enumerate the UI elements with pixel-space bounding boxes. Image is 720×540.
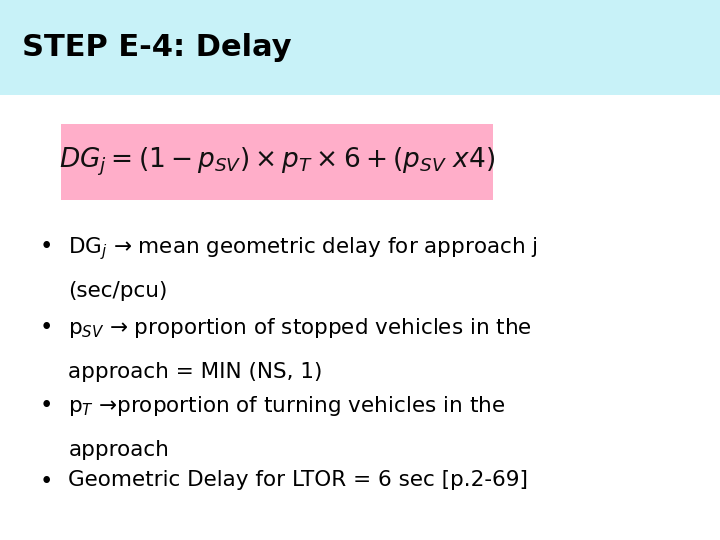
Text: approach: approach bbox=[68, 440, 169, 460]
Text: p$_{SV}$ → proportion of stopped vehicles in the: p$_{SV}$ → proportion of stopped vehicle… bbox=[68, 316, 532, 340]
Bar bbox=[61, 124, 493, 200]
Text: approach = MIN (NS, 1): approach = MIN (NS, 1) bbox=[68, 362, 323, 382]
Text: •: • bbox=[40, 235, 53, 258]
Text: DG$_j$ → mean geometric delay for approach j: DG$_j$ → mean geometric delay for approa… bbox=[68, 235, 538, 262]
Text: •: • bbox=[40, 316, 53, 339]
Text: $DG_j = (1 - p_{SV})\times p_T \times 6 + (p_{SV}\ x4)$: $DG_j = (1 - p_{SV})\times p_T \times 6 … bbox=[59, 146, 495, 178]
Text: •: • bbox=[40, 470, 53, 493]
Text: Geometric Delay for LTOR = 6 sec [p.2-69]: Geometric Delay for LTOR = 6 sec [p.2-69… bbox=[68, 470, 528, 490]
Bar bbox=[0, 0, 720, 94]
Text: STEP E-4: Delay: STEP E-4: Delay bbox=[22, 33, 291, 62]
Text: p$_T$ →proportion of turning vehicles in the: p$_T$ →proportion of turning vehicles in… bbox=[68, 394, 505, 418]
Text: •: • bbox=[40, 394, 53, 417]
Text: (sec/pcu): (sec/pcu) bbox=[68, 281, 168, 301]
